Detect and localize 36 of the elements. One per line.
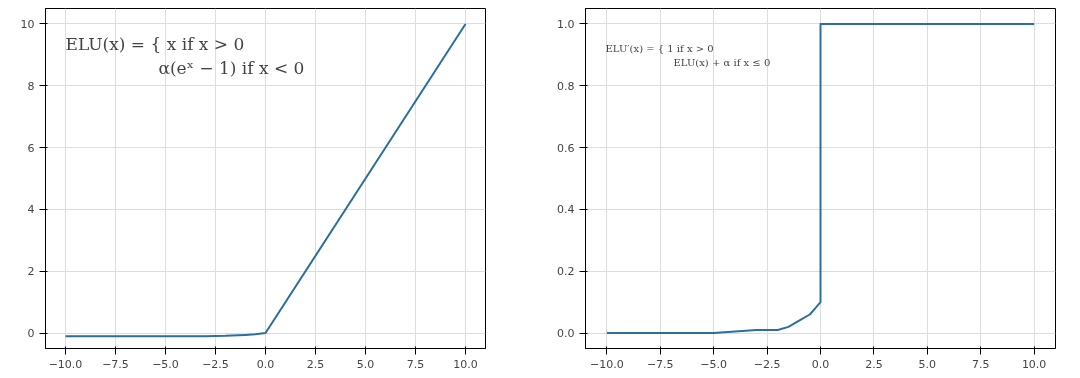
x-tick-label: 2.5 <box>306 357 325 371</box>
x-tick-label: −10.0 <box>48 357 83 371</box>
y-tick-label: 2 <box>27 265 35 279</box>
x-tick-label: 5.0 <box>356 357 375 371</box>
x-tick-label: −5.0 <box>152 357 179 371</box>
y-tick-label: 0 <box>27 327 35 341</box>
x-tick-label: 2.5 <box>865 357 883 371</box>
line-series <box>64 22 467 338</box>
y-tick-label: 0.8 <box>557 79 575 93</box>
x-tick-label: 7.5 <box>406 357 425 371</box>
annotation: ELU(x) + α if x ≤ 0 <box>673 56 771 68</box>
x-tick-label: 10.0 <box>453 357 478 371</box>
x-tick-label: −5.0 <box>700 357 728 371</box>
x-tick-label: −10.0 <box>590 357 624 371</box>
y-tick-label: 0.2 <box>557 265 575 279</box>
y-tick-label: 1.0 <box>557 17 575 31</box>
x-tick-label: −7.5 <box>102 357 129 371</box>
x-tick-label: −2.5 <box>753 357 781 371</box>
x-tick-label: 0.0 <box>811 357 830 371</box>
y-tick-label: 10 <box>20 17 35 31</box>
annotation: ELU′(x) = { 1 if x > 0 <box>605 42 714 54</box>
x-tick-label: 7.5 <box>971 357 990 371</box>
annotation: ELU(x) = { x if x > 0 <box>65 33 245 54</box>
x-tick-label: −2.5 <box>202 357 229 371</box>
line-series <box>605 22 1036 335</box>
x-tick-label: 5.0 <box>918 357 937 371</box>
y-tick-label: 0.0 <box>557 327 575 341</box>
x-tick-label: −7.5 <box>646 357 674 371</box>
x-tick-label: 0.0 <box>256 357 275 371</box>
y-tick-label: 6 <box>27 141 35 155</box>
y-tick-label: 4 <box>27 203 35 217</box>
annotation: α(eˣ − 1) if x < 0 <box>158 57 305 78</box>
y-tick-label: 0.6 <box>557 141 575 155</box>
y-tick-label: 0.4 <box>557 203 575 217</box>
y-tick-label: 8 <box>27 79 35 93</box>
x-tick-label: 10.0 <box>1021 357 1047 371</box>
